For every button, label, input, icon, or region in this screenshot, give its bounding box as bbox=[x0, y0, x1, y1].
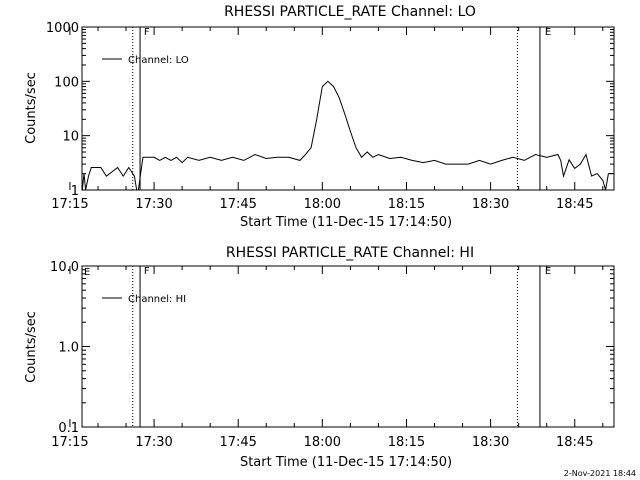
yticks-lo: 1 10 100 1000 bbox=[46, 21, 614, 199]
yticks-hi: 0.1 1.0 10.0 bbox=[50, 260, 614, 436]
xticks-hi: 17:15 17:30 17:45 18:00 18:15 18:30 18:45 bbox=[51, 266, 604, 450]
xlabel-hi: Start Time (11-Dec-15 17:14:50) bbox=[240, 455, 452, 470]
legend-label-lo: Channel: LO bbox=[128, 55, 189, 66]
xtick-label: 17:45 bbox=[219, 435, 256, 450]
xtick-label: 17:15 bbox=[51, 435, 88, 450]
series-line-lo bbox=[81, 80, 614, 191]
ytick-label: 10 bbox=[62, 130, 79, 145]
xtick-label: 18:30 bbox=[472, 197, 509, 212]
ytick-label: 100 bbox=[54, 75, 79, 90]
marker-label: F bbox=[144, 27, 150, 38]
marker-label: E bbox=[545, 266, 551, 277]
ytick-label: 1000 bbox=[46, 21, 79, 36]
marker-label-hi-left: E bbox=[84, 267, 90, 278]
marker-label: F bbox=[144, 266, 150, 277]
ytick-label: 1.0 bbox=[58, 341, 79, 356]
ylabel-lo: Counts/sec bbox=[24, 72, 39, 144]
xtick-label: 18:15 bbox=[388, 435, 425, 450]
xtick-label: 18:00 bbox=[304, 435, 341, 450]
xticks-lo: 17:15 17:30 17:45 18:00 18:15 18:30 18:45 bbox=[51, 27, 604, 212]
xtick-label: 18:45 bbox=[556, 197, 593, 212]
plot-frame-hi bbox=[81, 265, 615, 428]
legend-label-hi: Channel: HI bbox=[128, 294, 186, 305]
plot-frame-lo bbox=[81, 26, 615, 191]
chart-title-lo: RHESSI PARTICLE_RATE Channel: LO bbox=[224, 4, 476, 20]
ylabel-hi: Counts/sec bbox=[24, 311, 39, 383]
ytick-label: 10.0 bbox=[50, 260, 79, 275]
xtick-label: 18:45 bbox=[556, 435, 593, 450]
panel-lo: RHESSI PARTICLE_RATE Channel: LO Counts/… bbox=[24, 4, 615, 230]
xtick-label: 17:30 bbox=[135, 435, 172, 450]
xtick-label: 18:00 bbox=[304, 197, 341, 212]
ytick-label: 0.1 bbox=[58, 421, 79, 436]
xtick-label: 17:45 bbox=[219, 197, 256, 212]
xlabel-lo: Start Time (11-Dec-15 17:14:50) bbox=[240, 215, 452, 230]
xtick-label: 17:15 bbox=[51, 197, 88, 212]
chart-title-hi: RHESSI PARTICLE_RATE Channel: HI bbox=[226, 245, 474, 261]
xtick-label: 18:15 bbox=[388, 197, 425, 212]
ytick-label: 1 bbox=[71, 184, 79, 199]
xtick-label: 17:30 bbox=[135, 197, 172, 212]
xtick-label: 18:30 bbox=[472, 435, 509, 450]
footer-timestamp: 2-Nov-2021 18:44 bbox=[564, 469, 636, 478]
marker-label: E bbox=[545, 27, 551, 38]
panel-hi: RHESSI PARTICLE_RATE Channel: HI Counts/… bbox=[24, 245, 615, 470]
